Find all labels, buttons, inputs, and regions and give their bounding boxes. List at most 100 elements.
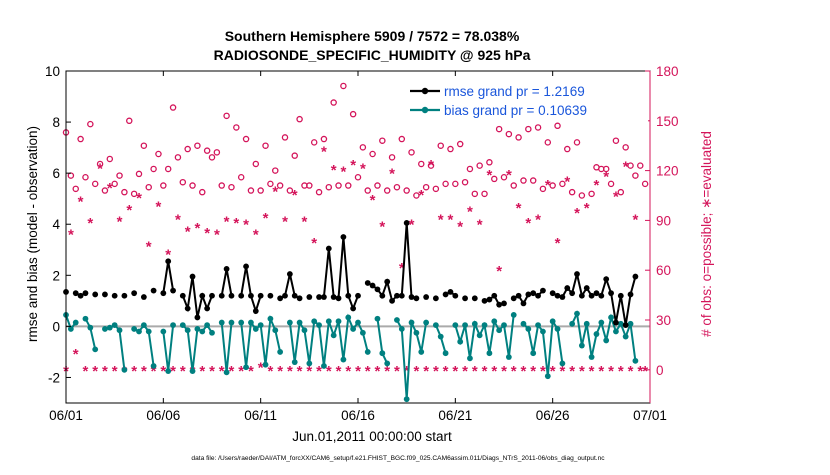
bias-point <box>291 359 298 366</box>
rmse-point <box>335 295 342 302</box>
obs-evaluated-point: * <box>253 227 259 244</box>
bias-point <box>189 368 196 374</box>
obs-evaluated-point: * <box>355 363 361 380</box>
bias-point <box>325 318 332 325</box>
obs-evaluated-point: * <box>272 184 278 201</box>
bias-point <box>345 314 352 321</box>
rmse-point <box>257 292 264 299</box>
bias-point <box>321 363 327 369</box>
bias-point <box>286 319 293 326</box>
bias-point <box>311 318 318 325</box>
rmse-point <box>462 295 468 302</box>
bias-point <box>403 396 410 403</box>
rmse-point <box>525 291 532 298</box>
obs-evaluated-point: * <box>452 363 458 380</box>
rmse-point <box>345 292 352 299</box>
obs-evaluated-point: * <box>384 363 390 380</box>
rmse-point <box>617 292 624 299</box>
obs-possible-point <box>174 154 182 161</box>
obs-possible-point <box>408 149 415 156</box>
obs-possible-point <box>140 142 148 149</box>
y2-tick-label: 0 <box>656 363 664 378</box>
obs-possible-point <box>126 117 133 125</box>
bias-point <box>194 326 201 332</box>
obs-possible-point <box>602 165 610 173</box>
bias-line-segment <box>84 318 97 350</box>
bias-point <box>622 333 629 340</box>
rmse-point <box>92 291 99 298</box>
x-tick-label: 06/01 <box>49 408 83 423</box>
bias-point <box>418 349 425 355</box>
obs-possible-point <box>164 165 172 173</box>
obs-possible-point <box>194 142 201 149</box>
bias-point <box>262 361 269 368</box>
bias-point <box>111 322 118 329</box>
obs-evaluated-point: * <box>336 363 342 380</box>
y-tick-label: 10 <box>45 64 60 79</box>
obs-possible-point <box>72 185 79 193</box>
obs-possible-point <box>325 183 333 191</box>
bias-point <box>374 315 381 322</box>
rmse-point <box>564 285 571 291</box>
obs-evaluated-point: * <box>564 174 570 191</box>
obs-evaluated-point: * <box>141 363 147 380</box>
obs-possible-point <box>452 180 459 188</box>
obs-possible-point <box>442 180 449 188</box>
obs-possible-point <box>437 142 444 149</box>
bias-point <box>228 319 235 326</box>
obs-evaluated-point: * <box>306 363 312 380</box>
rmse-point <box>471 295 478 302</box>
obs-possible-point <box>632 172 639 179</box>
obs-possible-point <box>544 139 552 146</box>
rmse-point <box>608 290 614 297</box>
obs-possible-point <box>145 183 152 191</box>
x-tick-label: 06/16 <box>341 408 375 423</box>
obs-evaluated-point: * <box>156 198 162 215</box>
bias-point <box>476 332 483 339</box>
bias-point <box>535 322 541 329</box>
obs-evaluated-point: * <box>287 363 293 380</box>
obs-evaluated-point: * <box>185 223 191 240</box>
rmse-point <box>350 305 357 312</box>
legend-entry-bias: bias grand pr = 0.10639 <box>410 103 587 118</box>
obs-evaluated-point: * <box>496 263 502 280</box>
obs-possible-point <box>422 183 430 191</box>
obs-possible-point <box>150 165 157 173</box>
obs-possible-point <box>179 178 187 186</box>
obs-possible-point <box>554 122 561 130</box>
obs-evaluated-point: * <box>267 363 273 380</box>
obs-evaluated-point: * <box>579 363 585 380</box>
obs-evaluated-point: * <box>340 164 346 181</box>
bias-point <box>102 326 108 332</box>
rmse-point <box>554 292 561 299</box>
rmse-point <box>194 314 201 321</box>
obs-possible-point <box>267 180 274 188</box>
obs-evaluated-point: * <box>462 363 468 380</box>
rmse-point <box>510 295 517 302</box>
y2-axis-label: # of obs: o=possible; ∗=evaluated <box>699 131 714 337</box>
bias-point <box>106 324 113 331</box>
bias-point <box>452 322 459 329</box>
chart-subtitle: RADIOSONDE_SPECIFIC_HUMIDITY @ 925 hPa <box>214 47 531 63</box>
obs-evaluated-point: * <box>243 217 249 234</box>
obs-possible-point <box>374 182 381 189</box>
obs-evaluated-point: * <box>399 260 405 277</box>
rmse-point <box>535 292 541 299</box>
obs-possible-point <box>281 134 289 141</box>
obs-possible-point <box>296 115 303 123</box>
bias-series <box>63 310 639 403</box>
bias-point <box>603 337 610 344</box>
obs-evaluated-point: * <box>277 363 283 380</box>
rmse-series <box>63 220 639 329</box>
rmse-point <box>77 292 84 299</box>
bias-point <box>209 329 215 336</box>
obs-evaluated-point: * <box>569 363 575 380</box>
obs-evaluated-point: * <box>506 167 512 184</box>
bias-point <box>379 350 386 357</box>
obs-possible-point <box>233 124 240 131</box>
obs-evaluated-point: * <box>584 200 590 217</box>
bias-point <box>578 342 585 349</box>
obs-evaluated-point: * <box>204 225 210 242</box>
obs-possible-point <box>534 124 542 131</box>
